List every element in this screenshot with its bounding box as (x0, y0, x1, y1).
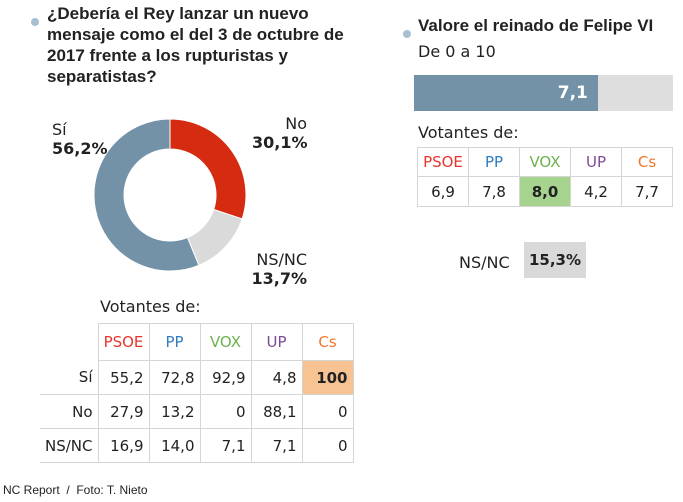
rating-subtitle: De 0 a 10 (418, 42, 496, 61)
cell: 7,1 (199, 428, 252, 463)
rating-title: Valore el reinado de Felipe VI (418, 16, 654, 35)
nsnc-value: 15,3% (524, 242, 586, 278)
rating-value: 7,1 (557, 83, 588, 103)
cell-highlight: 100 (301, 360, 354, 395)
party-vox: VOX (519, 147, 571, 177)
left-votes-table: PSOE PP VOX UP Cs Sí 55,2 72,8 92,9 4,8 100 … (40, 323, 354, 463)
cell: 72,8 (148, 360, 201, 395)
right-votes-table: PSOE PP VOX UP Cs 6,9 7,8 8,0 4,2 7,7 (417, 147, 673, 207)
bullet-dot-icon (403, 23, 411, 42)
footer-credit: NC Report / Foto: T. Nieto (3, 483, 148, 497)
row-label: No (40, 394, 99, 429)
label-si: Sí 56,2% (52, 120, 108, 158)
cell: 0 (301, 428, 354, 463)
cell: 7,7 (621, 176, 673, 207)
cell: 4,8 (250, 360, 303, 395)
cell: 27,9 (97, 394, 150, 429)
cell: 88,1 (250, 394, 303, 429)
party-psoe: PSOE (97, 323, 150, 361)
party-cs: Cs (301, 323, 354, 361)
cell: 7,1 (250, 428, 303, 463)
question-title: ¿Debería el Rey lanzar un nuevo mensaje … (47, 4, 344, 86)
table-row: Sí 55,2 72,8 92,9 4,8 100 (40, 360, 354, 395)
donut-slice-no (169, 118, 247, 220)
donut-slice-s (93, 118, 200, 272)
party-cs: Cs (621, 147, 673, 177)
cell: 0 (301, 394, 354, 429)
party-vox: VOX (199, 323, 252, 361)
party-up: UP (250, 323, 303, 361)
party-up: UP (570, 147, 622, 177)
right-voters-label: Votantes de: (418, 123, 519, 142)
cell: 14,0 (148, 428, 201, 463)
row-label: NS/NC (40, 428, 99, 463)
table-row: 6,9 7,8 8,0 4,2 7,7 (417, 176, 673, 207)
party-psoe: PSOE (417, 147, 469, 177)
rating-bar-fill: 7,1 (414, 75, 598, 111)
cell-highlight: 8,0 (519, 176, 571, 207)
table-row: No 27,9 13,2 0 88,1 0 (40, 394, 354, 429)
bullet-dot-icon (31, 11, 39, 30)
cell: 7,8 (468, 176, 520, 207)
label-no: No 30,1% (252, 114, 308, 152)
donut-chart (93, 118, 247, 272)
voters-label: Votantes de: (100, 297, 201, 316)
cell: 13,2 (148, 394, 201, 429)
cell: 55,2 (97, 360, 150, 395)
cell: 16,9 (97, 428, 150, 463)
party-pp: PP (468, 147, 520, 177)
row-label: Sí (40, 360, 99, 395)
label-nsnc: NS/NC 13,7% (251, 250, 307, 288)
party-pp: PP (148, 323, 201, 361)
nsnc-label: NS/NC (459, 253, 510, 272)
cell: 92,9 (199, 360, 252, 395)
cell: 6,9 (417, 176, 469, 207)
table-row: NS/NC 16,9 14,0 7,1 7,1 0 (40, 428, 354, 463)
rating-bar-track: 7,1 (414, 75, 673, 111)
cell: 4,2 (570, 176, 622, 207)
cell: 0 (199, 394, 252, 429)
